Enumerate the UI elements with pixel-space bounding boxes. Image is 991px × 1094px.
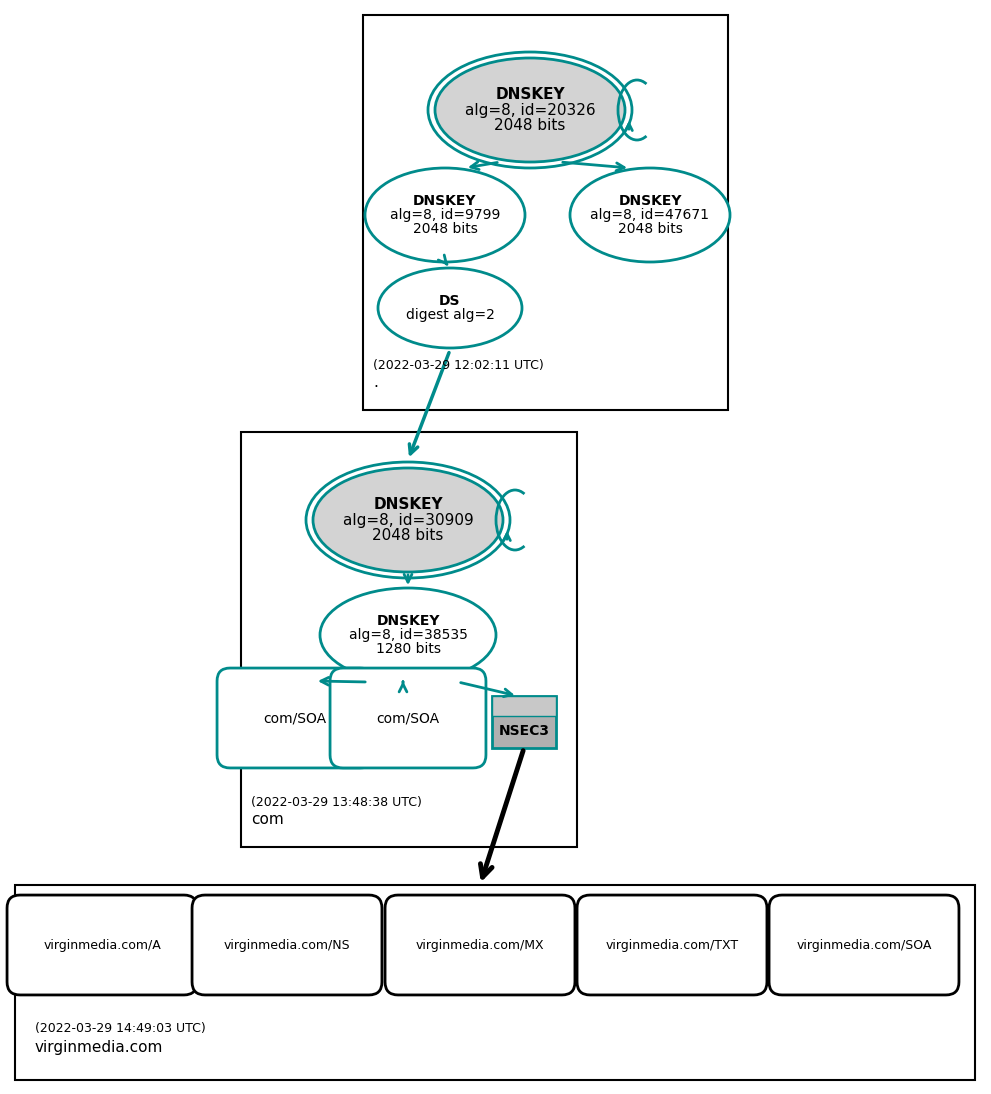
FancyBboxPatch shape	[217, 668, 373, 768]
Text: digest alg=2: digest alg=2	[405, 309, 495, 322]
Ellipse shape	[365, 168, 525, 261]
Bar	[15, 885, 975, 1080]
Text: com: com	[251, 812, 283, 827]
Text: virginmedia.com/A: virginmedia.com/A	[44, 939, 161, 952]
Bar	[492, 696, 556, 748]
Text: virginmedia.com: virginmedia.com	[35, 1040, 164, 1055]
Text: 2048 bits: 2048 bits	[617, 222, 683, 236]
FancyBboxPatch shape	[769, 895, 959, 994]
FancyBboxPatch shape	[577, 895, 767, 994]
Bar	[363, 15, 728, 410]
Text: 2048 bits: 2048 bits	[373, 528, 444, 543]
Text: DNSKEY: DNSKEY	[377, 614, 440, 628]
Text: (2022-03-29 13:48:38 UTC): (2022-03-29 13:48:38 UTC)	[251, 796, 422, 808]
FancyBboxPatch shape	[330, 668, 486, 768]
Ellipse shape	[378, 268, 522, 348]
Text: 1280 bits: 1280 bits	[376, 642, 441, 656]
Text: 2048 bits: 2048 bits	[495, 118, 566, 132]
Text: DNSKEY: DNSKEY	[618, 194, 682, 208]
Text: (2022-03-29 12:02:11 UTC): (2022-03-29 12:02:11 UTC)	[373, 359, 544, 372]
Text: alg=8, id=9799: alg=8, id=9799	[389, 208, 500, 222]
FancyBboxPatch shape	[192, 895, 382, 994]
Text: DNSKEY: DNSKEY	[413, 194, 477, 208]
Text: DNSKEY: DNSKEY	[496, 88, 565, 102]
Text: alg=8, id=38535: alg=8, id=38535	[349, 628, 468, 642]
Text: alg=8, id=47671: alg=8, id=47671	[591, 208, 710, 222]
Ellipse shape	[313, 468, 503, 572]
FancyBboxPatch shape	[7, 895, 197, 994]
Bar	[241, 432, 577, 847]
Bar	[492, 696, 556, 715]
Text: virginmedia.com/SOA: virginmedia.com/SOA	[797, 939, 932, 952]
Text: com/SOA: com/SOA	[377, 711, 440, 725]
Text: DNSKEY: DNSKEY	[374, 497, 443, 512]
Text: NSEC3: NSEC3	[498, 724, 549, 738]
Text: virginmedia.com/NS: virginmedia.com/NS	[224, 939, 350, 952]
Text: virginmedia.com/MX: virginmedia.com/MX	[415, 939, 544, 952]
Ellipse shape	[570, 168, 730, 261]
Text: alg=8, id=20326: alg=8, id=20326	[465, 103, 596, 117]
Text: 2048 bits: 2048 bits	[412, 222, 478, 236]
Text: com/SOA: com/SOA	[264, 711, 327, 725]
Text: virginmedia.com/TXT: virginmedia.com/TXT	[606, 939, 738, 952]
FancyBboxPatch shape	[385, 895, 575, 994]
Ellipse shape	[320, 587, 496, 682]
Text: .: .	[373, 375, 378, 389]
Text: alg=8, id=30909: alg=8, id=30909	[343, 512, 474, 527]
Text: (2022-03-29 14:49:03 UTC): (2022-03-29 14:49:03 UTC)	[35, 1022, 206, 1035]
Text: DS: DS	[439, 294, 461, 309]
Ellipse shape	[435, 58, 625, 162]
